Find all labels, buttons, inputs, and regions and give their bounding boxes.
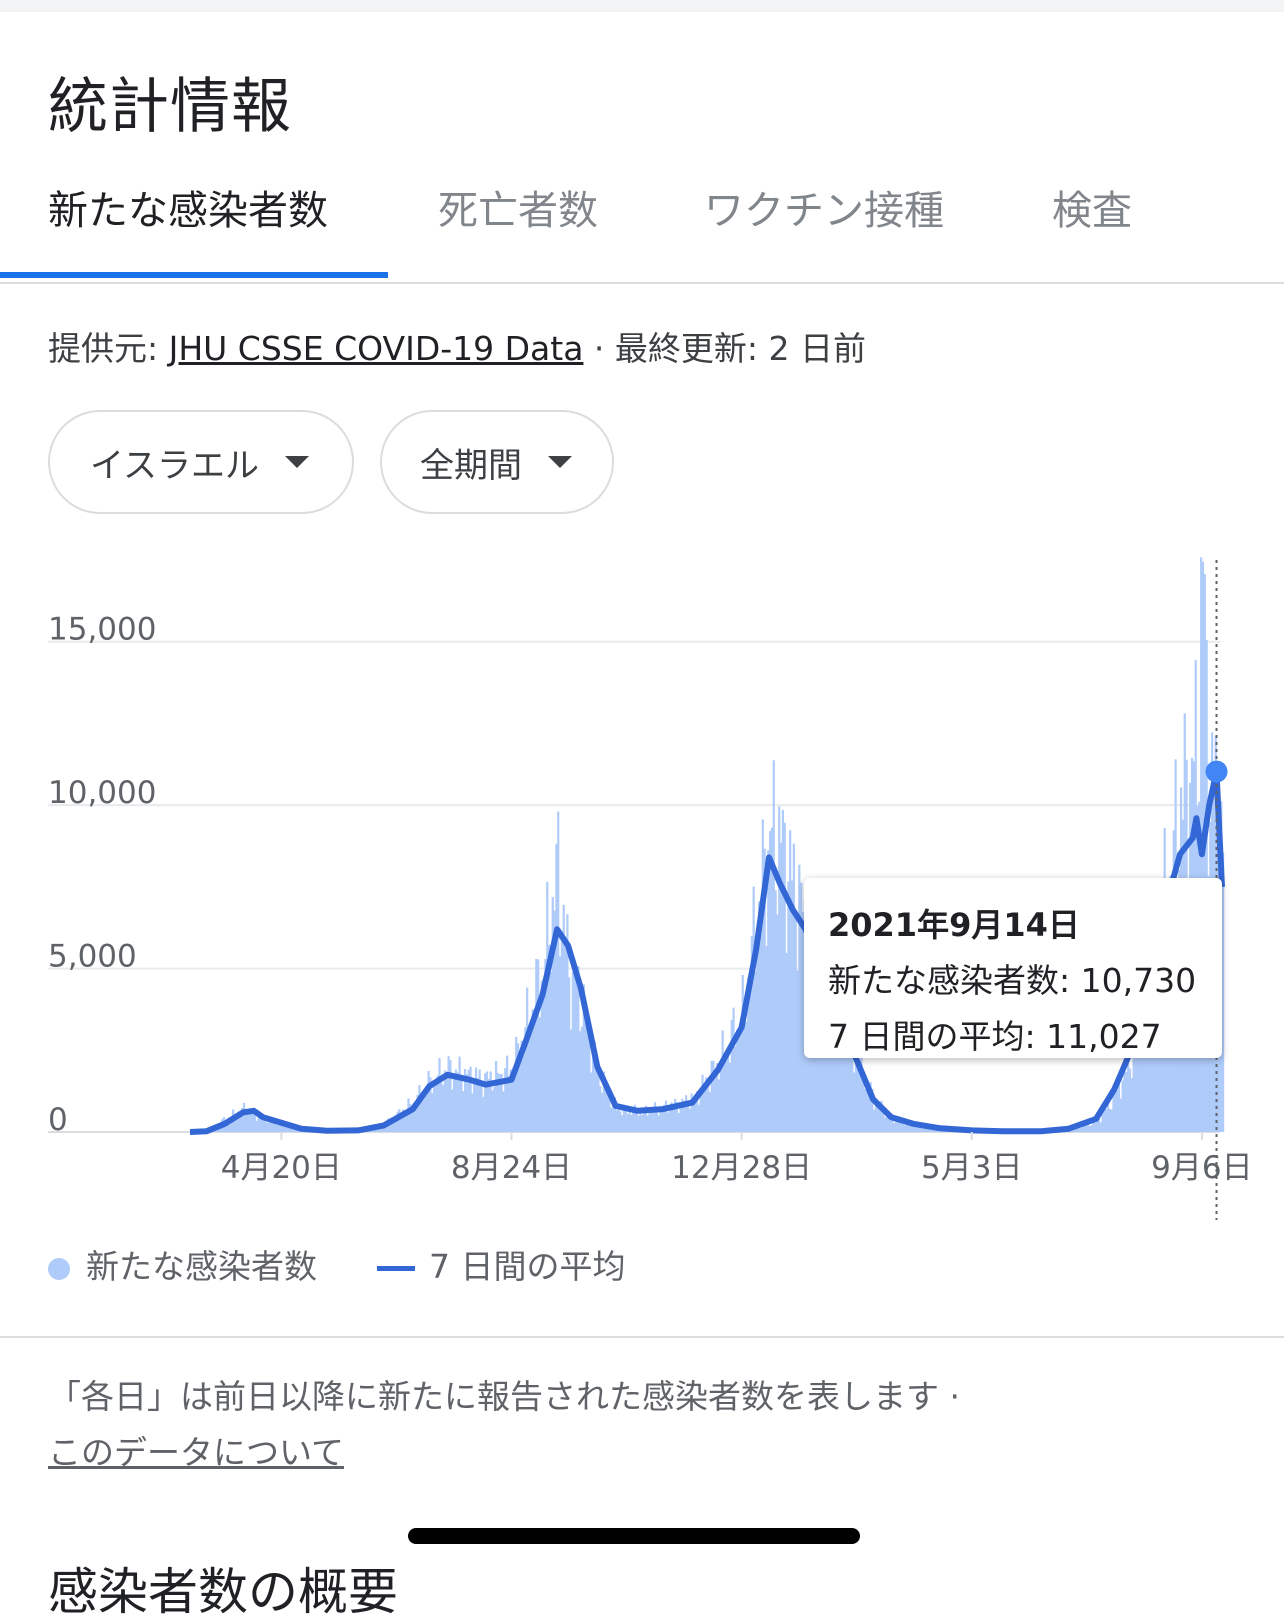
legend-average-label: 7 日間の平均 (429, 1247, 626, 1286)
about-this-data-link[interactable]: このデータについて (48, 1426, 344, 1474)
y-tick-label: 0 (48, 1102, 68, 1138)
tab-vaccinations[interactable]: ワクチン接種 (704, 178, 944, 236)
top-strip (0, 0, 1284, 12)
case-bar (1222, 853, 1224, 1132)
source-prefix: 提供元: (48, 329, 169, 368)
legend-average-swatch (377, 1266, 415, 1271)
y-tick-label: 5,000 (48, 939, 137, 975)
country-dropdown[interactable]: イスラエル (48, 410, 354, 514)
section-divider (0, 1336, 1284, 1338)
next-section-title: 感染者数の概要 (48, 1552, 398, 1624)
active-tab-indicator (0, 272, 388, 278)
x-tick-label: 8月24日 (451, 1150, 572, 1186)
x-tick-label: 9月6日 (1151, 1150, 1252, 1186)
footnote-text: 「各日」は前日以降に新たに報告された感染者数を表します · (48, 1370, 960, 1418)
chart-tooltip: 2021年9月14日 新たな感染者数: 10,730 7 日間の平均: 11,0… (804, 878, 1222, 1058)
tab-deaths[interactable]: 死亡者数 (438, 178, 598, 236)
tooltip-date: 2021年9月14日 (828, 900, 1222, 946)
y-tick-label: 10,000 (48, 775, 156, 811)
hover-marker (1206, 761, 1228, 783)
legend-cases-label: 新たな感染者数 (86, 1247, 317, 1286)
data-source-line: 提供元: JHU CSSE COVID-19 Data · 最終更新: 2 日前 (48, 322, 866, 370)
dropdown-arrow-icon (548, 456, 572, 468)
chart-legend: 新たな感染者数 7 日間の平均 (48, 1240, 626, 1288)
x-tick-label: 5月3日 (921, 1150, 1022, 1186)
x-tick-label: 4月20日 (221, 1150, 342, 1186)
dropdown-arrow-icon (285, 456, 309, 468)
source-separator: · (583, 329, 614, 368)
country-dropdown-label: イスラエル (90, 438, 259, 487)
y-tick-label: 15,000 (48, 612, 156, 648)
tooltip-cases: 新たな感染者数: 10,730 (828, 954, 1222, 1002)
tab-testing[interactable]: 検査 (1052, 178, 1132, 236)
home-indicator (408, 1528, 860, 1544)
last-updated: 最終更新: 2 日前 (615, 329, 866, 368)
tooltip-average: 7 日間の平均: 11,027 (828, 1010, 1222, 1058)
tab-new-cases[interactable]: 新たな感染者数 (48, 178, 328, 236)
tab-bar: 新たな感染者数 死亡者数 ワクチン接種 検査 (0, 160, 1284, 284)
legend-cases-swatch (48, 1258, 70, 1280)
x-tick-label: 12月28日 (671, 1150, 812, 1186)
page-title: 統計情報 (48, 58, 292, 145)
source-link[interactable]: JHU CSSE COVID-19 Data (169, 329, 584, 368)
period-dropdown[interactable]: 全期間 (380, 410, 614, 514)
period-dropdown-label: 全期間 (420, 438, 522, 487)
